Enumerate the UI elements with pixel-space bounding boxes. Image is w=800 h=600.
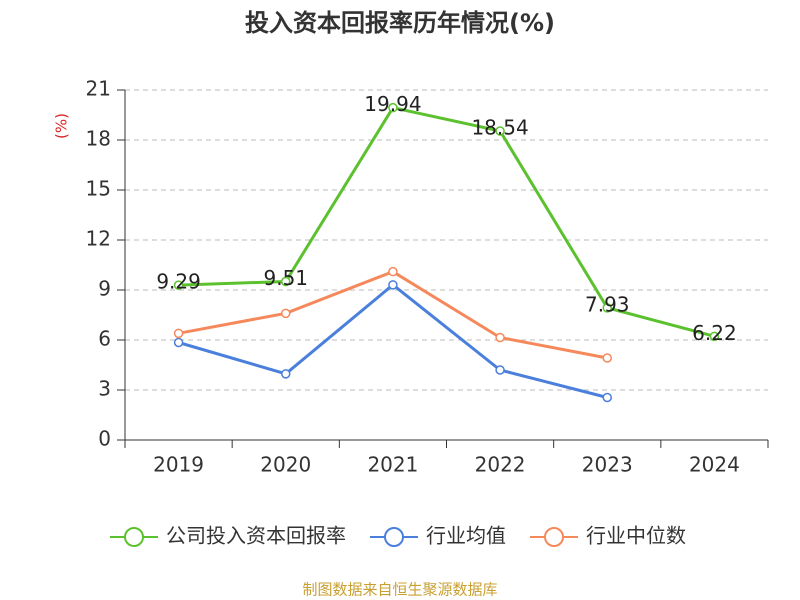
y-tick-label: 12 xyxy=(86,227,111,251)
data-point xyxy=(709,331,720,342)
legend-label: 行业均值 xyxy=(426,524,506,548)
series-line xyxy=(178,105,715,338)
y-tick-label: 6 xyxy=(98,327,111,351)
x-tick-label: 2020 xyxy=(260,453,311,477)
y-tick-label: 18 xyxy=(86,127,111,151)
source-note: 制图数据来自恒生聚源数据库 xyxy=(302,581,497,599)
data-point xyxy=(173,328,184,339)
data-label: 6.22 xyxy=(692,321,737,345)
data-point xyxy=(173,337,184,348)
legend-label: 行业中位数 xyxy=(586,524,686,548)
data-point xyxy=(602,303,612,313)
y-tick-label: 21 xyxy=(86,77,111,101)
y-tick-label: 3 xyxy=(98,377,111,401)
x-tick-label: 2023 xyxy=(582,453,633,477)
data-point xyxy=(602,392,612,403)
data-point xyxy=(281,369,291,379)
data-point xyxy=(495,126,505,136)
data-label: 7.93 xyxy=(585,292,630,316)
y-tick-label: 9 xyxy=(98,277,111,301)
legend-marker xyxy=(384,527,404,547)
x-tick-label: 2021 xyxy=(367,453,418,477)
y-tick-label: 15 xyxy=(86,177,111,201)
data-point xyxy=(281,276,291,287)
legend-marker xyxy=(544,527,564,547)
y-axis-label: (%) xyxy=(53,113,71,139)
x-tick-label: 2024 xyxy=(689,453,740,477)
x-tick-label: 2019 xyxy=(153,453,204,477)
data-label: 19.94 xyxy=(364,92,421,116)
data-point xyxy=(281,308,291,319)
series-line xyxy=(178,282,608,399)
data-point xyxy=(495,365,505,375)
data-point xyxy=(602,353,612,363)
chart-title: 投入资本回报率历年情况(%) xyxy=(245,9,555,37)
data-point xyxy=(388,102,398,113)
data-label: 9.51 xyxy=(263,266,308,290)
legend-label: 公司投入资本回报率 xyxy=(166,524,346,548)
legend-marker xyxy=(124,527,144,547)
data-point xyxy=(388,280,398,290)
data-point xyxy=(388,266,398,277)
data-label: 18.54 xyxy=(471,116,528,140)
x-tick-label: 2022 xyxy=(475,453,526,477)
data-label: 9.29 xyxy=(156,270,201,294)
data-point xyxy=(173,280,184,290)
y-tick-label: 0 xyxy=(98,427,111,451)
data-point xyxy=(495,332,505,343)
